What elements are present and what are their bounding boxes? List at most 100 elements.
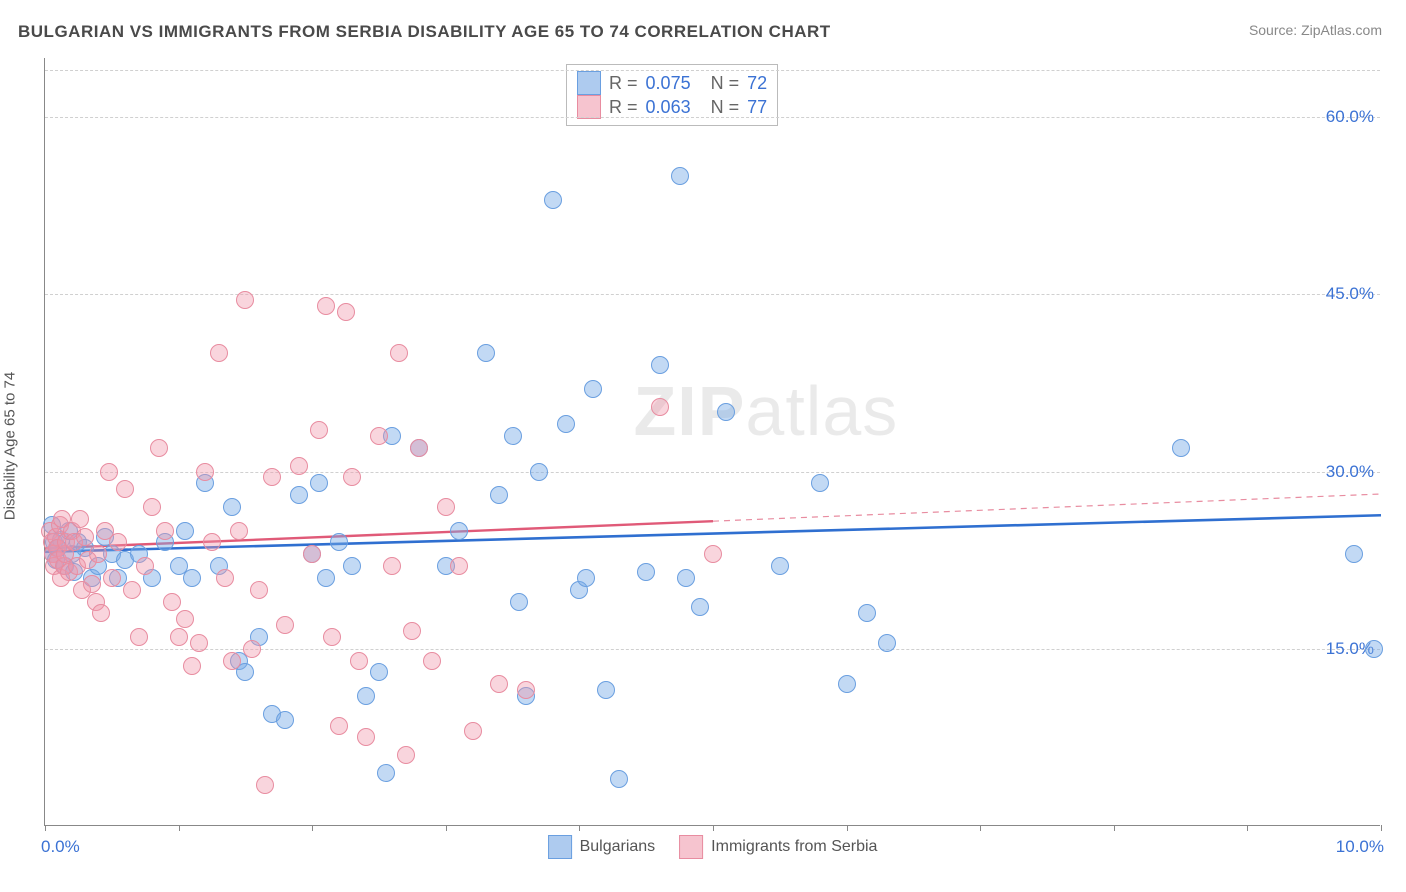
gridline (45, 117, 1380, 118)
data-point (136, 557, 154, 575)
data-point (878, 634, 896, 652)
gridline (45, 70, 1380, 71)
data-point (190, 634, 208, 652)
y-axis-label: Disability Age 65 to 74 (2, 372, 19, 520)
data-point (290, 457, 308, 475)
data-point (290, 486, 308, 504)
n-value: 77 (747, 97, 767, 118)
x-tick-mark (1381, 825, 1382, 831)
source-attribution: Source: ZipAtlas.com (1249, 22, 1382, 38)
data-point (651, 356, 669, 374)
n-label: N = (711, 97, 740, 118)
n-label: N = (711, 73, 740, 94)
y-tick-label: 30.0% (1326, 462, 1374, 482)
data-point (263, 468, 281, 486)
x-axis-min-label: 0.0% (41, 837, 80, 857)
data-point (230, 522, 248, 540)
data-point (156, 522, 174, 540)
legend-bottom: Bulgarians Immigrants from Serbia (548, 835, 878, 859)
x-tick-mark (980, 825, 981, 831)
data-point (317, 297, 335, 315)
data-point (236, 291, 254, 309)
data-point (370, 663, 388, 681)
data-point (1345, 545, 1363, 563)
data-point (243, 640, 261, 658)
y-tick-label: 60.0% (1326, 107, 1374, 127)
data-point (597, 681, 615, 699)
data-point (223, 652, 241, 670)
x-axis-max-label: 10.0% (1336, 837, 1384, 857)
data-point (671, 167, 689, 185)
legend-swatch (577, 71, 601, 95)
n-value: 72 (747, 73, 767, 94)
legend-label-serbia: Immigrants from Serbia (711, 838, 877, 856)
data-point (350, 652, 368, 670)
x-tick-mark (713, 825, 714, 831)
data-point (89, 545, 107, 563)
x-tick-mark (179, 825, 180, 831)
data-point (170, 628, 188, 646)
x-tick-mark (579, 825, 580, 831)
data-point (637, 563, 655, 581)
x-tick-mark (446, 825, 447, 831)
r-label: R = (609, 73, 638, 94)
data-point (163, 593, 181, 611)
data-point (323, 628, 341, 646)
data-point (196, 463, 214, 481)
data-point (357, 687, 375, 705)
x-tick-mark (847, 825, 848, 831)
legend-swatch (577, 95, 601, 119)
data-point (176, 610, 194, 628)
data-point (71, 510, 89, 528)
data-point (377, 764, 395, 782)
data-point (544, 191, 562, 209)
data-point (410, 439, 428, 457)
data-point (250, 581, 268, 599)
data-point (691, 598, 709, 616)
data-point (303, 545, 321, 563)
data-point (337, 303, 355, 321)
data-point (216, 569, 234, 587)
legend-label-bulgarians: Bulgarians (580, 838, 656, 856)
data-point (510, 593, 528, 611)
data-point (437, 498, 455, 516)
r-label: R = (609, 97, 638, 118)
r-value: 0.063 (646, 97, 691, 118)
data-point (651, 398, 669, 416)
x-tick-mark (45, 825, 46, 831)
data-point (423, 652, 441, 670)
trendline (45, 521, 713, 548)
data-point (310, 474, 328, 492)
data-point (343, 557, 361, 575)
data-point (176, 522, 194, 540)
data-point (256, 776, 274, 794)
data-point (343, 468, 361, 486)
data-point (223, 498, 241, 516)
data-point (310, 421, 328, 439)
swatch-bulgarians (548, 835, 572, 859)
data-point (203, 533, 221, 551)
data-point (383, 557, 401, 575)
watermark: ZIPatlas (634, 371, 899, 451)
data-point (811, 474, 829, 492)
legend-row: R = 0.075 N = 72 (577, 71, 767, 95)
data-point (357, 728, 375, 746)
data-point (517, 681, 535, 699)
data-point (490, 675, 508, 693)
data-point (477, 344, 495, 362)
data-point (464, 722, 482, 740)
r-value: 0.075 (646, 73, 691, 94)
chart-title: BULGARIAN VS IMMIGRANTS FROM SERBIA DISA… (18, 22, 831, 42)
data-point (858, 604, 876, 622)
watermark-atlas: atlas (745, 372, 898, 450)
data-point (330, 717, 348, 735)
data-point (1172, 439, 1190, 457)
data-point (584, 380, 602, 398)
data-point (116, 480, 134, 498)
x-tick-mark (312, 825, 313, 831)
source-link[interactable]: ZipAtlas.com (1301, 22, 1382, 38)
swatch-serbia (679, 835, 703, 859)
data-point (276, 616, 294, 634)
x-tick-mark (1247, 825, 1248, 831)
data-point (100, 463, 118, 481)
